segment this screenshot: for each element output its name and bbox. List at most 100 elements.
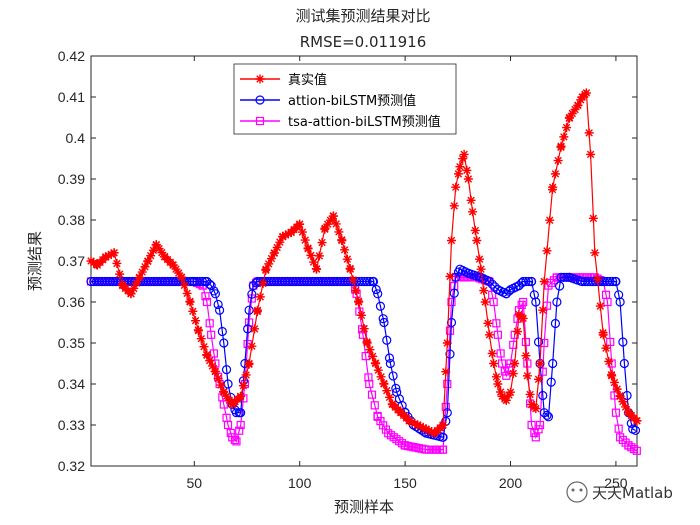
data-point [320,223,330,233]
data-point [449,201,459,211]
data-point [476,264,486,274]
data-point [535,420,545,430]
data-point [542,410,552,420]
data-point [598,330,608,340]
data-point [496,349,505,358]
data-point [245,318,254,327]
data-point [303,244,313,254]
x-tick-label: 150 [393,475,417,491]
data-point [630,425,641,436]
data-point [590,248,600,258]
data-point [545,215,555,225]
data-point [243,339,252,349]
data-point [109,248,119,258]
data-point [445,349,455,359]
data-point [376,372,386,382]
data-point [619,358,629,369]
data-point [604,356,614,366]
data-point [331,219,341,229]
data-point [194,326,204,336]
y-tick-label: 0.36 [58,294,85,310]
data-point [517,278,527,288]
data-point [443,379,452,389]
data-point [547,278,556,288]
data-point [535,359,545,368]
data-point [441,402,450,412]
data-point [614,290,624,300]
data-point [214,305,225,315]
data-point [205,319,214,328]
data-point [608,276,618,287]
data-point [539,277,549,286]
data-point [358,330,368,339]
data-point [129,283,139,293]
y-tick-label: 0.42 [58,48,85,64]
data-point [297,227,307,237]
legend-box [233,63,457,135]
data-point [202,297,212,307]
wechat-logo-icon [566,481,588,503]
data-point [615,391,625,401]
data-point [415,421,425,431]
data-point [525,389,535,399]
data-point [421,424,431,434]
data-point [312,264,322,274]
y-tick-label: 0.34 [58,376,85,392]
data-point [323,219,333,229]
data-point [255,292,265,302]
data-point [151,240,161,250]
data-point [222,391,232,401]
data-point [132,278,142,288]
data-point [365,379,374,389]
data-point [140,262,150,272]
legend-marker [255,95,265,105]
data-point [418,423,428,433]
data-point [236,420,245,430]
data-point [238,381,248,391]
legend-marker [255,74,265,84]
data-point [365,276,375,287]
data-point [230,435,240,445]
data-point [581,88,591,98]
data-point [209,349,219,358]
data-point [373,289,383,299]
data-point [250,324,260,334]
data-point [185,276,195,287]
data-point [143,256,153,266]
watermark: 天天Matlab [566,481,673,503]
data-point [261,264,271,274]
data-point [438,432,448,442]
data-point [586,149,596,159]
data-point [612,384,622,394]
data-point [621,402,631,412]
data-point [115,269,125,279]
data-point [593,274,603,284]
chart-title: 测试集预测结果对比 [295,7,430,25]
data-point [442,338,452,348]
data-point [542,246,552,256]
data-point [534,425,543,434]
x-axis-label: 预测样本 [334,498,394,516]
data-point [179,280,189,290]
data-point [614,424,623,433]
data-point [219,387,229,397]
data-point [576,95,586,105]
data-point [573,100,583,110]
data-point [201,292,210,301]
data-point [368,276,379,287]
data-point [337,236,347,245]
data-point [258,279,268,289]
data-point [205,356,215,366]
data-point [538,305,548,315]
data-point [506,387,516,397]
legend-marker [255,116,265,126]
data-point [512,327,522,337]
data-point [632,446,641,455]
data-point [552,297,562,307]
data-point [526,276,537,287]
x-tick-label: 200 [499,475,523,491]
data-point [216,380,226,390]
data-point [241,370,251,380]
x-tick-label: 50 [187,475,203,491]
